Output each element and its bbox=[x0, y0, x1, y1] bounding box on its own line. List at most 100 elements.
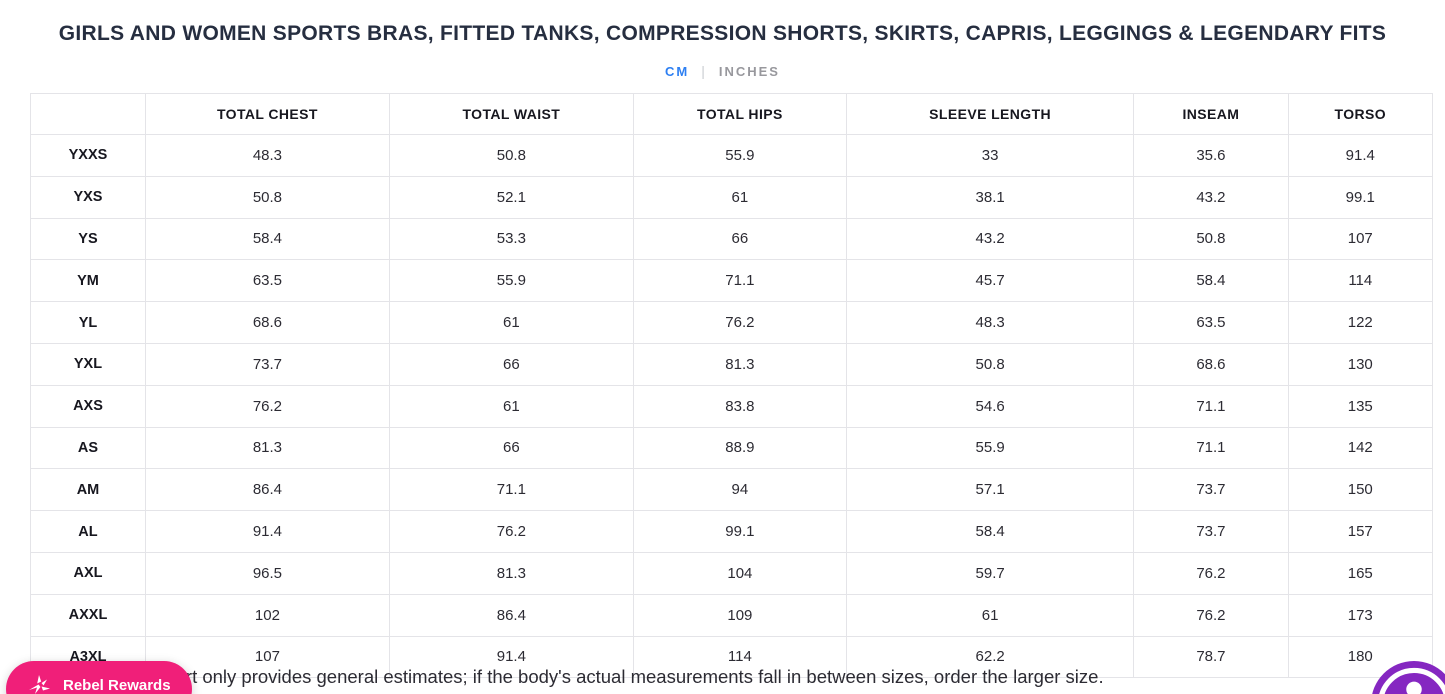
unit-toggle: CM | INCHES bbox=[0, 63, 1445, 79]
value-cell: 66 bbox=[632, 217, 847, 261]
size-cell: AM bbox=[30, 468, 146, 512]
value-cell: 76.2 bbox=[1133, 551, 1289, 595]
value-cell: 71.1 bbox=[632, 259, 847, 303]
unit-toggle-divider: | bbox=[701, 63, 707, 79]
value-cell: 66 bbox=[388, 342, 634, 386]
size-cell: YL bbox=[30, 301, 146, 344]
value-cell: 88.9 bbox=[632, 426, 847, 470]
value-cell: 43.2 bbox=[1133, 175, 1289, 219]
value-cell: 45.7 bbox=[845, 259, 1135, 303]
value-cell: 114 bbox=[1287, 259, 1434, 303]
value-cell: 73.7 bbox=[1133, 468, 1289, 512]
table-row: YM 63.5 55.9 71.1 45.7 58.4 114 bbox=[30, 259, 1434, 303]
value-cell: 59.7 bbox=[845, 551, 1135, 595]
size-chart-footnote: This chart only provides general estimat… bbox=[116, 666, 1104, 687]
column-header: TOTAL CHEST bbox=[144, 93, 390, 135]
unit-inches-button[interactable]: INCHES bbox=[718, 63, 780, 79]
value-cell: 71.1 bbox=[1133, 426, 1289, 470]
value-cell: 58.4 bbox=[144, 217, 390, 261]
value-cell: 109 bbox=[632, 593, 847, 637]
column-header: TORSO bbox=[1287, 93, 1434, 135]
value-cell: 61 bbox=[388, 301, 634, 344]
table-row: YXXS 48.3 50.8 55.9 33 35.6 91.4 bbox=[30, 134, 1434, 177]
unit-cm-button[interactable]: CM bbox=[665, 63, 690, 79]
table-row: AXL 96.5 81.3 104 59.7 76.2 165 bbox=[30, 551, 1434, 595]
value-cell: 55.9 bbox=[632, 134, 847, 177]
value-cell: 73.7 bbox=[1133, 510, 1289, 553]
value-cell: 81.3 bbox=[144, 426, 390, 470]
value-cell: 76.2 bbox=[1133, 593, 1289, 637]
table-row: AXXL 102 86.4 109 61 76.2 173 bbox=[30, 593, 1434, 637]
size-cell: YXL bbox=[30, 342, 146, 386]
value-cell: 86.4 bbox=[144, 468, 390, 512]
value-cell: 130 bbox=[1287, 342, 1434, 386]
value-cell: 63.5 bbox=[144, 259, 390, 303]
value-cell: 50.8 bbox=[1133, 217, 1289, 261]
value-cell: 50.8 bbox=[845, 342, 1135, 386]
value-cell: 76.2 bbox=[632, 301, 847, 344]
value-cell: 99.1 bbox=[632, 510, 847, 553]
table-row: AS 81.3 66 88.9 55.9 71.1 142 bbox=[30, 426, 1434, 470]
value-cell: 91.4 bbox=[144, 510, 390, 553]
value-cell: 52.1 bbox=[388, 175, 634, 219]
value-cell: 135 bbox=[1287, 384, 1434, 428]
column-header: SLEEVE LENGTH bbox=[845, 93, 1135, 135]
value-cell: 43.2 bbox=[845, 217, 1135, 261]
table-row: AL 91.4 76.2 99.1 58.4 73.7 157 bbox=[30, 510, 1434, 553]
value-cell: 83.8 bbox=[632, 384, 847, 428]
value-cell: 81.3 bbox=[632, 342, 847, 386]
column-header: INSEAM bbox=[1133, 93, 1289, 135]
value-cell: 68.6 bbox=[144, 301, 390, 344]
value-cell: 63.5 bbox=[1133, 301, 1289, 344]
table-body: YXXS 48.3 50.8 55.9 33 35.6 91.4 YXS 50.8 52.1 61 3… bbox=[30, 134, 1434, 679]
header-row: TOTAL CHEST TOTAL WAIST TOTAL HIPS SLEEVE L… bbox=[30, 93, 1434, 135]
value-cell: 58.4 bbox=[845, 510, 1135, 553]
size-cell: YS bbox=[30, 217, 146, 261]
value-cell: 142 bbox=[1287, 426, 1434, 470]
value-cell: 114 bbox=[632, 635, 847, 679]
table-row: AM 86.4 71.1 94 57.1 73.7 150 bbox=[30, 468, 1434, 512]
value-cell: 50.8 bbox=[388, 134, 634, 177]
size-cell: YM bbox=[30, 259, 146, 303]
rebel-rewards-label: Rebel Rewards bbox=[63, 677, 171, 694]
rebel-rewards-button[interactable]: Rebel Rewards bbox=[6, 661, 192, 694]
value-cell: 81.3 bbox=[388, 551, 634, 595]
value-cell: 150 bbox=[1287, 468, 1434, 512]
value-cell: 61 bbox=[632, 175, 847, 219]
value-cell: 157 bbox=[1287, 510, 1434, 553]
size-cell: AXS bbox=[30, 384, 146, 428]
value-cell: 78.7 bbox=[1133, 635, 1289, 679]
size-column-header bbox=[30, 93, 146, 135]
value-cell: 68.6 bbox=[1133, 342, 1289, 386]
value-cell: 55.9 bbox=[388, 259, 634, 303]
value-cell: 107 bbox=[1287, 217, 1434, 261]
value-cell: 35.6 bbox=[1133, 134, 1289, 177]
value-cell: 55.9 bbox=[845, 426, 1135, 470]
value-cell: 71.1 bbox=[388, 468, 634, 512]
rebel-star-icon bbox=[29, 675, 50, 694]
size-cell: YXXS bbox=[30, 134, 146, 177]
table-row: YL 68.6 61 76.2 48.3 63.5 122 bbox=[30, 301, 1434, 344]
value-cell: 104 bbox=[632, 551, 847, 595]
value-cell: 50.8 bbox=[144, 175, 390, 219]
page-title: GIRLS AND WOMEN SPORTS BRAS, FITTED TANK… bbox=[58, 22, 1387, 45]
accessibility-widget-button[interactable] bbox=[1371, 661, 1445, 694]
accessibility-person-icon bbox=[1372, 661, 1445, 694]
value-cell: 53.3 bbox=[388, 217, 634, 261]
size-cell: AS bbox=[30, 426, 146, 470]
value-cell: 94 bbox=[632, 468, 847, 512]
value-cell: 91.4 bbox=[388, 635, 634, 679]
value-cell: 61 bbox=[388, 384, 634, 428]
value-cell: 66 bbox=[388, 426, 634, 470]
value-cell: 173 bbox=[1287, 593, 1434, 637]
table-row: YXS 50.8 52.1 61 38.1 43.2 99.1 bbox=[30, 175, 1434, 219]
table-row: YS 58.4 53.3 66 43.2 50.8 107 bbox=[30, 217, 1434, 261]
value-cell: 102 bbox=[144, 593, 390, 637]
column-header: TOTAL WAIST bbox=[388, 93, 634, 135]
value-cell: 48.3 bbox=[144, 134, 390, 177]
value-cell: 38.1 bbox=[845, 175, 1135, 219]
size-cell: YXS bbox=[30, 175, 146, 219]
value-cell: 62.2 bbox=[845, 635, 1135, 679]
value-cell: 96.5 bbox=[144, 551, 390, 595]
value-cell: 76.2 bbox=[388, 510, 634, 553]
